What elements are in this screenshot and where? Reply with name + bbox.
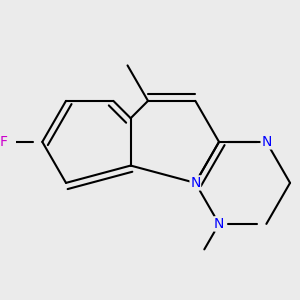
Text: N: N bbox=[190, 176, 200, 190]
Text: N: N bbox=[214, 217, 224, 231]
Text: F: F bbox=[0, 135, 8, 149]
Text: N: N bbox=[261, 135, 272, 149]
